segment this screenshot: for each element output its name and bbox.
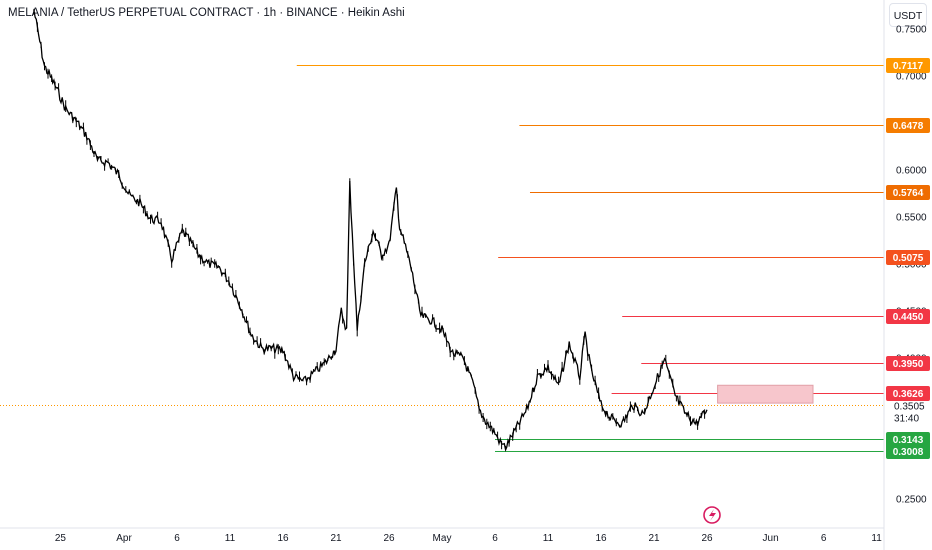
level-price-tag [886,250,930,265]
level-price-tag [886,185,930,200]
y-tick-label: 0.5500 [896,213,927,224]
level-price-label: 0.5764 [893,188,924,199]
x-tick-label: 26 [701,533,713,544]
x-tick-label: 11 [871,533,882,544]
y-tick-label: 0.7000 [896,72,927,83]
y-axis: 0.75000.70000.60000.55000.50000.45000.40… [883,0,927,550]
x-tick-label: 21 [330,533,342,544]
x-tick-label: 6 [174,533,180,544]
level-price-label: 0.4450 [893,312,924,323]
level-price-tag [886,356,930,371]
currency-button[interactable]: USDT [889,3,927,27]
y-tick-label: 0.7500 [896,25,927,36]
level-price-tag [886,309,930,324]
x-tick-label: 26 [383,533,395,544]
countdown-label: 31:40 [894,414,919,425]
level-price-tag [886,386,930,401]
level-price-label: 0.3950 [893,359,924,370]
y-tick-label: 0.6000 [896,166,927,177]
level-price-tag [886,444,930,459]
x-tick-label: Apr [116,533,132,544]
x-tick-label: 21 [648,533,660,544]
resistance-zone [717,384,814,404]
price-line [33,9,708,452]
level-price-label: 0.5075 [893,253,924,264]
x-tick-label: May [433,533,452,544]
x-tick-label: 16 [277,533,289,544]
chart-title: MELANIA / TetherUS PERPETUAL CONTRACT · … [8,7,405,19]
x-tick-label: 16 [595,533,607,544]
price-series [33,8,708,452]
level-price-label: 0.3626 [893,389,924,400]
tradingview-logo-icon[interactable] [703,506,721,524]
x-tick-label: 6 [492,533,498,544]
x-axis: 25 Apr 6 11 16 21 26 May 6 11 16 21 26 Jun 6 11 [0,527,884,544]
current-price-label: 0.3505 [894,402,925,413]
x-tick-label: 6 [821,533,827,544]
level-price-label: 0.3143 [893,435,924,446]
x-tick-label: 11 [543,533,554,544]
level-price-tag [886,432,930,447]
price-wicks [33,8,706,451]
level-price-label: 0.3008 [893,447,924,458]
level-price-tag [886,58,930,73]
x-tick-label: Jun [763,533,779,544]
level-price-label: 0.6478 [893,121,924,132]
level-price-tag [886,118,930,133]
zone-layer [717,384,814,404]
level-labels: 0.7117 0.6478 0.5764 0.5075 0.4450 0.3950 0.36… [886,58,930,459]
x-tick-label: 11 [225,533,236,544]
y-tick-label: 0.2500 [896,495,927,506]
level-price-label: 0.7117 [893,61,923,72]
x-tick-label: 25 [55,533,67,544]
level-lines [0,65,884,452]
